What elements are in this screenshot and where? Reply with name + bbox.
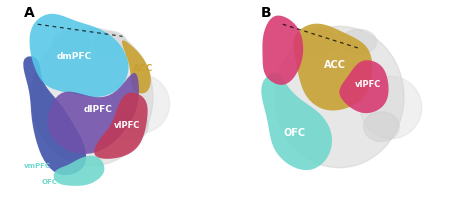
Ellipse shape — [341, 29, 376, 54]
Text: A: A — [24, 6, 34, 20]
Text: OFC: OFC — [284, 128, 306, 138]
Polygon shape — [23, 56, 86, 175]
Ellipse shape — [360, 76, 422, 139]
Text: vlPFC: vlPFC — [113, 121, 140, 130]
Text: ACC: ACC — [133, 64, 153, 73]
Ellipse shape — [275, 26, 404, 168]
Ellipse shape — [364, 112, 399, 142]
Text: B: B — [261, 6, 271, 20]
Ellipse shape — [94, 31, 127, 55]
Polygon shape — [47, 73, 139, 154]
Polygon shape — [293, 24, 373, 110]
Ellipse shape — [32, 28, 153, 166]
Text: vlPFC: vlPFC — [355, 80, 381, 89]
Ellipse shape — [53, 30, 89, 56]
Polygon shape — [94, 93, 148, 159]
Text: dmPFC: dmPFC — [56, 52, 91, 61]
Text: vmPFC: vmPFC — [24, 163, 51, 169]
Text: ACC: ACC — [324, 60, 346, 70]
Polygon shape — [122, 40, 151, 93]
Polygon shape — [263, 16, 303, 85]
Ellipse shape — [297, 28, 336, 55]
Ellipse shape — [112, 75, 170, 133]
Ellipse shape — [115, 111, 148, 140]
Text: dlPFC: dlPFC — [84, 105, 113, 114]
Polygon shape — [339, 60, 389, 113]
Polygon shape — [29, 14, 128, 97]
Text: OFC: OFC — [42, 179, 58, 185]
Polygon shape — [261, 73, 332, 170]
Polygon shape — [54, 156, 104, 186]
